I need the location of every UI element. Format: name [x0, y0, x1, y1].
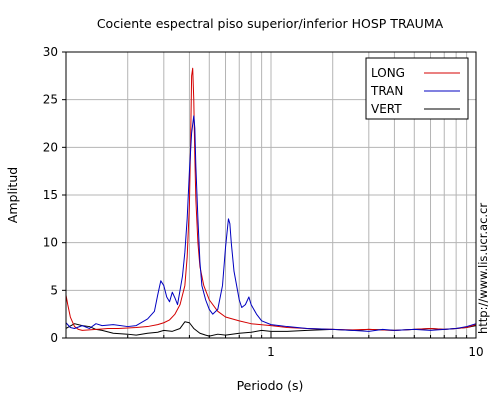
y-tick-label: 5 [50, 283, 58, 297]
legend-label-tran: TRAN [370, 84, 403, 98]
x-tick-label: 10 [468, 345, 483, 359]
chart-title: Cociente espectral piso superior/inferio… [97, 16, 444, 31]
y-tick-label: 15 [43, 188, 58, 202]
legend: LONG TRAN VERT [365, 57, 469, 120]
grid [66, 52, 476, 338]
side-url-text: http://www.lis.ucr.ac.cr [476, 203, 490, 334]
y-tick-label: 0 [50, 331, 58, 345]
y-axis-label: Amplitud [5, 167, 20, 223]
x-axis-label: Periodo (s) [237, 378, 304, 393]
axis-ticks: 1 10 0 5 10 15 20 25 30 [43, 45, 484, 359]
y-tick-label: 10 [43, 236, 58, 250]
series-line-tran [65, 115, 477, 332]
legend-label-long: LONG [371, 66, 405, 80]
x-tick-label: 1 [267, 345, 275, 359]
y-tick-label: 30 [43, 45, 58, 59]
y-tick-label: 20 [43, 140, 58, 154]
series-layer [65, 67, 477, 337]
y-tick-label: 25 [43, 93, 58, 107]
legend-label-vert: VERT [371, 102, 402, 116]
